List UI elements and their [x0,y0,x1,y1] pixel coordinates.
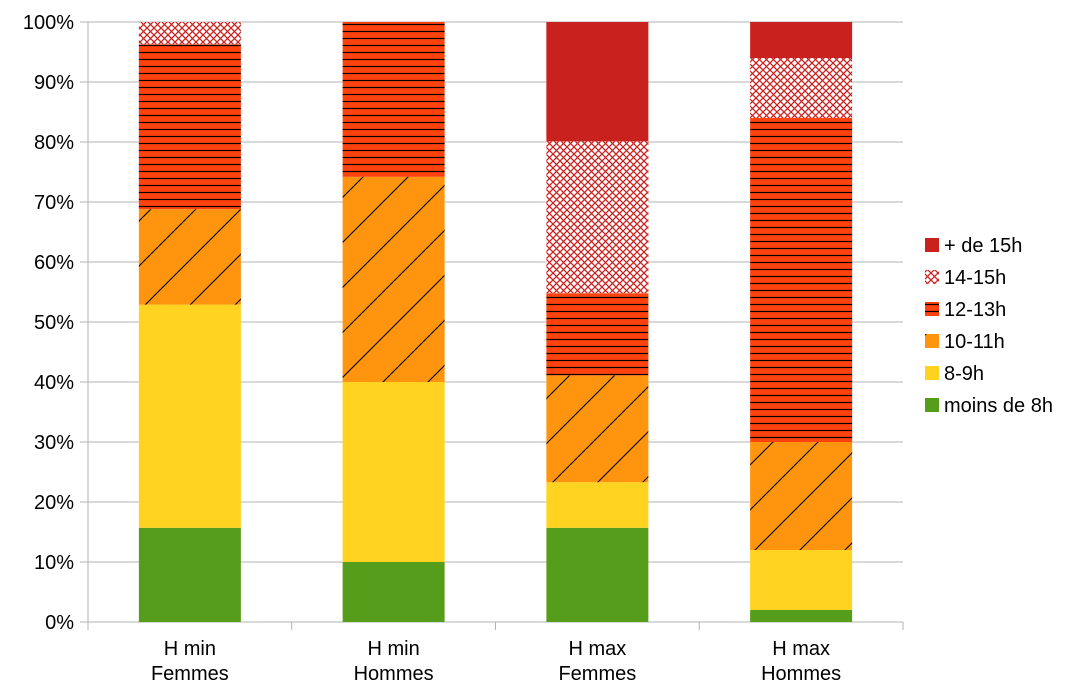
legend-label: + de 15h [944,235,1022,257]
y-tick-label: 60% [34,252,74,274]
x-category-label: Femmes [151,663,229,685]
y-tick-label: 30% [34,432,74,454]
bar-segment [138,209,241,305]
y-tick-label: 10% [34,552,74,574]
x-category-label: Hommes [761,663,841,685]
y-tick-label: 70% [34,192,74,214]
legend-label: 8-9h [944,363,984,385]
x-category-label: H min [368,638,420,660]
bar-segment [750,442,853,550]
bar-segment [750,58,853,118]
bar-segment [750,610,853,622]
bar-segment [546,375,649,483]
legend-swatch [925,366,939,380]
y-tick-label: 50% [34,312,74,334]
bar-segment [342,562,445,622]
x-axis: H min Femmes H min Hommes H max Femmes H max Ho… [87,622,904,685]
legend-swatch [925,302,939,316]
legend-swatch [925,398,939,412]
bar-segment [342,22,445,177]
bars [138,22,853,622]
bar-segment [546,22,649,142]
y-tick-label: 0% [45,612,74,634]
bar-segment [138,22,241,45]
bar-segment [342,176,445,382]
x-category-label: H max [772,638,830,660]
bar-segment [750,22,853,58]
bar-segment [342,382,445,562]
y-tick-label: 80% [34,132,74,154]
bar-segment [750,550,853,610]
bar-segment [546,293,649,376]
bar-segment [138,44,241,210]
legend-label: 14-15h [944,267,1006,289]
bar-segment [546,141,649,294]
bar-segment [138,527,241,622]
legend-label: 10-11h [944,331,1005,353]
legend: + de 15h 14-15h 12-13h 10-11h 8-9h moins de 8… [925,235,1053,417]
y-axis: 0% 10% 20% 30% 40% 50% 60% 70% 80% 90% 100% [23,12,89,634]
bar-segment [546,482,649,528]
legend-swatch [925,334,939,348]
legend-swatch [925,270,939,284]
y-tick-label: 90% [34,72,74,94]
x-category-label: Femmes [558,663,636,685]
y-tick-label: 100% [23,12,74,34]
legend-label: moins de 8h [944,395,1053,417]
bar-segment [138,304,241,528]
x-category-label: Hommes [354,663,434,685]
y-tick-label: 20% [34,492,74,514]
legend-label: 12-13h [944,299,1006,321]
x-category-label: H max [568,638,626,660]
legend-swatch [925,238,939,252]
bar-segment [750,118,853,442]
x-category-label: H min [164,638,216,660]
y-tick-label: 40% [34,372,74,394]
bar-segment [546,527,649,622]
